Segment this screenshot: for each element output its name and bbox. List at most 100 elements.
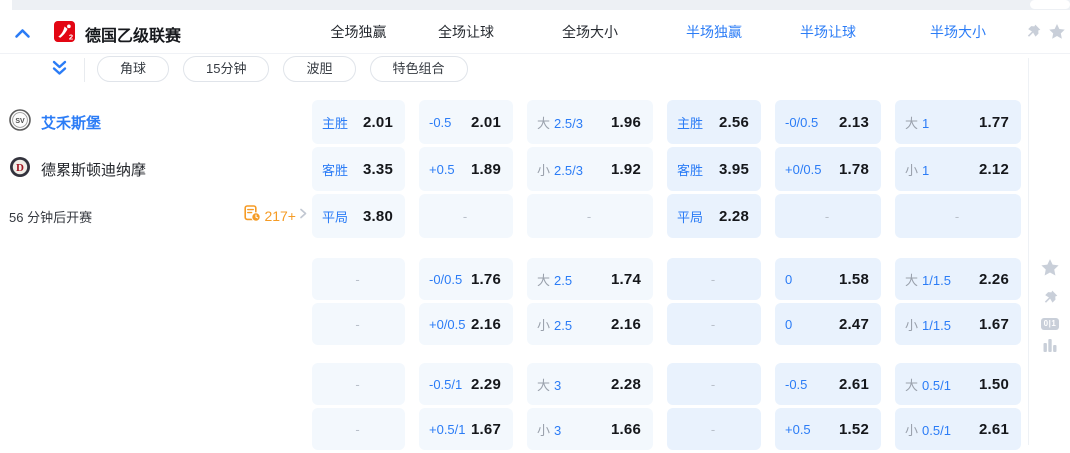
odds-cell[interactable]: 大 0.5/1 1.50 (895, 363, 1021, 405)
odds-cell[interactable]: 大 1 1.77 (895, 100, 1021, 144)
odds-cell[interactable]: -0.5/1 2.29 (419, 363, 513, 405)
markets-count[interactable]: 217+ (264, 208, 296, 224)
sub-market-tab[interactable]: 特色组合 (369, 56, 468, 82)
svg-text:SV: SV (15, 117, 25, 124)
home-team-row[interactable]: SV 艾禾斯堡 (0, 100, 310, 144)
odds-cell[interactable]: -0.5 2.01 (419, 100, 513, 144)
market-column-header[interactable]: 半场大小 (930, 23, 986, 40)
line-label: +0.5 (429, 161, 455, 177)
odds-cell[interactable]: 小 1 2.12 (895, 147, 1021, 191)
market-column-header[interactable]: 全场大小 (562, 23, 618, 40)
selection-label: -0.5 (429, 115, 451, 130)
odds-cell[interactable]: 小 0.5/1 2.61 (895, 408, 1021, 450)
star-icon[interactable] (1040, 258, 1060, 283)
market-column-header[interactable]: 全场独赢 (330, 23, 387, 40)
odds-cell[interactable]: 小 2.5/3 1.92 (527, 147, 653, 191)
odds-cell[interactable]: 主胜 2.01 (312, 100, 405, 144)
odds-cell[interactable]: 客胜 3.35 (312, 147, 405, 191)
odds-cell[interactable]: +0/0.5 2.16 (419, 303, 513, 345)
line-label: -0.5 (429, 114, 452, 130)
empty-dash: - (710, 376, 716, 392)
over-under-prefix: 小 (537, 317, 551, 333)
odds-value: 1.67 (979, 315, 1009, 333)
odds-cell-empty: - (312, 303, 405, 345)
odds-cell[interactable]: 0 1.58 (775, 258, 881, 300)
odds-cell[interactable]: +0.5 1.52 (775, 408, 881, 450)
odds-cell-empty: - (667, 363, 761, 405)
selection-label: 客胜 (322, 160, 348, 179)
page-background-strip (12, 0, 1070, 10)
star-icon[interactable] (1048, 23, 1066, 46)
odds-cell[interactable]: 大 2.5/3 1.96 (527, 100, 653, 144)
line-label: 客胜 (322, 162, 349, 178)
odds-cell[interactable]: 大 2.5 1.74 (527, 258, 653, 300)
bar-chart-icon[interactable] (1042, 337, 1058, 358)
odds-cell[interactable]: 小 1/1.5 1.67 (895, 303, 1021, 345)
kickoff-row: 56 分钟后开赛 217+ (0, 194, 310, 238)
odds-cell[interactable]: +0/0.5 1.78 (775, 147, 881, 191)
line-label: +0.5 (785, 421, 811, 437)
odds-cell[interactable]: -0/0.5 1.76 (419, 258, 513, 300)
pin-icon[interactable] (1025, 24, 1041, 45)
empty-dash: - (710, 421, 716, 437)
line-label: 2.5/3 (554, 162, 583, 178)
odds-cell[interactable]: 0 2.47 (775, 303, 881, 345)
odds-row: 平局 3.80 - - 平局 2.28 - - (312, 194, 1021, 238)
odds-value: 2.56 (719, 113, 749, 131)
odds-value: 1.58 (839, 270, 869, 288)
odds-cell[interactable]: -0.5 2.61 (775, 363, 881, 405)
kickoff-countdown: 56 分钟后开赛 (9, 209, 93, 225)
odds-group: - -0.5/1 2.29 大 3 2.28- -0.5 2.61 大 0.5/1 1.50- +0.… (312, 363, 1021, 450)
away-team-row[interactable]: D 德累斯顿迪纳摩 (0, 147, 310, 191)
expand-all-icon[interactable] (51, 59, 68, 82)
selection-label: -0.5/1 (429, 377, 462, 392)
odds-cell[interactable]: 平局 2.28 (667, 194, 761, 238)
line-label: -0.5 (785, 376, 808, 392)
pin-icon[interactable] (1042, 290, 1058, 311)
line-label: 1 (922, 162, 930, 178)
odds-cell[interactable]: 主胜 2.56 (667, 100, 761, 144)
markets-doc-clock-icon (244, 205, 262, 227)
odds-cell[interactable]: +0.5 1.89 (419, 147, 513, 191)
selection-label: +0.5/1 (429, 422, 466, 437)
odds-cell[interactable]: +0.5/1 1.67 (419, 408, 513, 450)
odds-value: 1.92 (611, 160, 641, 178)
empty-dash: - (710, 316, 716, 332)
odds-value: 3.80 (363, 207, 393, 225)
collapse-chevron-icon[interactable] (14, 26, 31, 44)
line-label: 3 (554, 422, 562, 438)
svg-text:D: D (16, 162, 24, 174)
home-team-name[interactable]: 艾禾斯堡 (41, 114, 102, 132)
odds-cell[interactable]: 客胜 3.95 (667, 147, 761, 191)
scroll-top-button[interactable] (1030, 0, 1070, 9)
more-markets-link[interactable]: 217+ (244, 205, 310, 227)
market-column-header[interactable]: 半场独赢 (686, 23, 742, 40)
odds-cell[interactable]: -0/0.5 2.13 (775, 100, 881, 144)
odds-cell[interactable]: 大 3 2.28 (527, 363, 653, 405)
line-label: -0/0.5 (785, 114, 819, 130)
odds-cell[interactable]: 小 2.5 2.16 (527, 303, 653, 345)
odds-value: 3.35 (363, 160, 393, 178)
odds-cell-empty: - (667, 258, 761, 300)
selection-label: +0/0.5 (429, 317, 466, 332)
market-column-header[interactable]: 半场让球 (800, 23, 856, 40)
svg-text:2: 2 (69, 33, 73, 42)
odds-value: 1.76 (471, 270, 501, 288)
line-label: -0/0.5 (429, 271, 463, 287)
selection-label: 大 1/1.5 (905, 270, 951, 289)
selection-label: 小 1/1.5 (905, 315, 951, 334)
odds-cell[interactable]: 小 3 1.66 (527, 408, 653, 450)
odds-value: 2.12 (979, 160, 1009, 178)
market-tabs: 角球 15分钟 波胆 特色组合 (97, 56, 468, 82)
sub-market-tab[interactable]: 角球 (97, 56, 170, 82)
away-team-name[interactable]: 德累斯顿迪纳摩 (41, 161, 147, 179)
sub-market-tab[interactable]: 波胆 (283, 56, 356, 82)
sub-market-tab[interactable]: 15分钟 (183, 56, 270, 82)
zero-one-odds-format-icon[interactable]: 0|1 (1040, 318, 1060, 330)
odds-cell[interactable]: 大 1/1.5 2.26 (895, 258, 1021, 300)
odds-cell[interactable]: 平局 3.80 (312, 194, 405, 238)
market-column-header[interactable]: 全场让球 (438, 23, 494, 40)
line-label: 3 (554, 377, 562, 393)
